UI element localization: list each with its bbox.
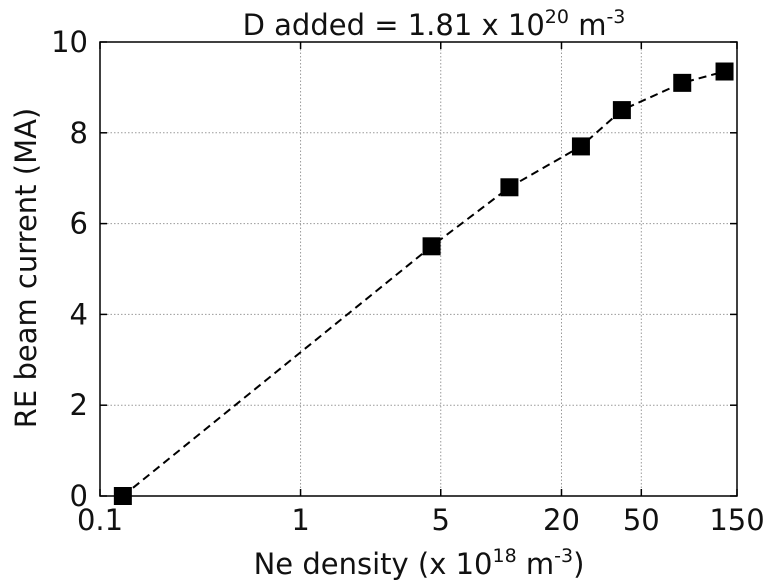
grid-lines [100,42,737,496]
x-tick-labels: 0.1 1 5 20 50 150 [77,503,765,537]
y-tick-label: 10 [51,25,88,59]
data-point [673,73,692,92]
x-axis-label: Ne density (x 1018 m-3) [254,545,585,581]
x-tick-label: 50 [623,503,660,537]
x-tick-label: 0.1 [77,503,123,537]
plot-frame [99,41,738,497]
data-point [422,237,441,256]
data-series [113,62,734,505]
chart-title: D added = 1.81 x 1020 m-3 [243,6,626,42]
y-tick-label: 0 [70,479,88,513]
x-tick-label: 150 [709,503,764,537]
data-point [113,487,132,505]
y-tick-label: 8 [70,116,88,150]
y-axis-label: RE beam current (MA) [9,108,43,429]
data-point [500,178,519,197]
x-tick-label: 1 [291,503,309,537]
data-point [715,62,734,81]
y-tick-label: 2 [70,388,88,422]
series-line [122,70,725,497]
data-point [571,137,590,156]
x-tick-label: 20 [543,503,580,537]
data-point [612,101,631,120]
y-tick-labels: 0 2 4 6 8 10 [51,25,88,513]
x-tick-label: 5 [432,503,450,537]
y-tick-label: 6 [70,207,88,241]
y-tick-label: 4 [70,297,88,331]
